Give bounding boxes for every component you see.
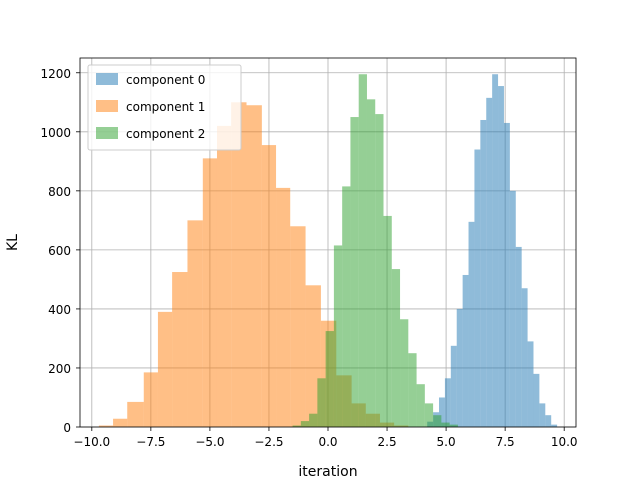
- histogram-bar: [317, 378, 326, 427]
- histogram-bar: [261, 145, 277, 428]
- legend-swatch: [96, 73, 118, 85]
- histogram-bar: [433, 415, 442, 427]
- histogram-bar: [408, 353, 417, 427]
- histogram-bar: [358, 74, 367, 428]
- histogram-bar: [424, 403, 434, 427]
- y-tick-label: 400: [48, 303, 71, 317]
- y-tick-label: 600: [48, 244, 71, 258]
- y-axis-ticks: 0 200 400 600 800 1000 1200: [40, 67, 80, 435]
- x-tick-label: −7.5: [136, 435, 165, 449]
- histogram-bar: [474, 149, 481, 427]
- histogram-bar: [509, 190, 516, 427]
- histogram-bar: [456, 308, 463, 427]
- x-axis-label: iteration: [298, 464, 357, 480]
- histogram-bar: [113, 418, 128, 427]
- x-tick-label: 5.0: [437, 435, 456, 449]
- legend-swatch: [96, 127, 118, 139]
- histogram-bar: [300, 421, 310, 427]
- histogram-bar: [172, 272, 188, 427]
- legend: component 0 component 1 component 2: [87, 64, 242, 151]
- histogram-bar: [551, 424, 558, 427]
- histogram-bar: [375, 114, 384, 427]
- legend-swatch: [96, 100, 118, 112]
- histogram-bar: [290, 226, 306, 427]
- x-tick-label: −5.0: [195, 435, 224, 449]
- histogram-bar: [400, 319, 409, 427]
- histogram-bar: [350, 117, 359, 427]
- x-tick-label: −10.0: [73, 435, 110, 449]
- histogram-bar: [533, 373, 540, 427]
- histogram-bar: [187, 220, 203, 427]
- histogram-bar: [305, 285, 321, 427]
- x-tick-label: 0.0: [318, 435, 337, 449]
- histogram-bar: [333, 245, 343, 427]
- histogram-bar: [342, 186, 351, 427]
- histogram-bar: [521, 288, 528, 427]
- histogram-bar: [439, 397, 445, 427]
- y-tick-label: 0: [63, 421, 71, 435]
- histogram-bar: [276, 187, 291, 427]
- histogram-bar: [216, 125, 232, 428]
- histogram-bar: [545, 415, 552, 427]
- histogram-bar: [441, 422, 450, 427]
- legend-label: component 2: [126, 127, 205, 141]
- histogram-bar: [127, 401, 144, 427]
- histogram-bar: [515, 246, 522, 427]
- histogram-bar: [202, 158, 217, 428]
- histogram-bar: [468, 221, 475, 427]
- histogram-bar: [539, 403, 546, 427]
- histogram-bar: [246, 105, 262, 428]
- y-axis-label: KL: [5, 234, 21, 251]
- histogram-bar: [503, 122, 510, 427]
- y-tick-label: 200: [48, 362, 71, 376]
- histogram-bar: [143, 372, 158, 427]
- histogram-bar: [527, 341, 534, 427]
- x-tick-label: 2.5: [378, 435, 397, 449]
- histogram-bar: [450, 345, 457, 427]
- histogram-bars: [98, 74, 558, 428]
- y-tick-label: 1200: [40, 67, 71, 81]
- histogram-bar: [98, 425, 114, 427]
- legend-box: [87, 64, 242, 151]
- x-tick-label: −2.5: [254, 435, 283, 449]
- x-tick-label: 7.5: [496, 435, 515, 449]
- histogram-bar: [480, 119, 487, 427]
- histogram-bar: [383, 215, 392, 427]
- histogram-bar: [157, 311, 173, 427]
- histogram-bar: [231, 102, 247, 427]
- histogram-bar: [449, 424, 458, 427]
- y-tick-label: 1000: [40, 126, 71, 140]
- histogram-bar: [486, 97, 493, 428]
- histogram-bar: [498, 86, 504, 427]
- histogram-bar: [309, 413, 318, 427]
- legend-label: component 1: [126, 100, 205, 114]
- legend-label: component 0: [126, 73, 205, 87]
- x-axis-ticks: −10.0 −7.5 −5.0 −2.5 0.0 2.5 5.0 7.5 10.0: [73, 427, 578, 449]
- histogram-bar: [492, 74, 499, 428]
- histogram-bar: [444, 378, 451, 427]
- histogram-bar: [462, 274, 469, 427]
- series-2-bars: [292, 74, 458, 428]
- histogram-bar: [366, 99, 376, 427]
- histogram-bar: [391, 269, 401, 427]
- histogram-bar: [292, 425, 301, 427]
- histogram-bar: [416, 384, 425, 427]
- series-0-bars: [427, 74, 558, 428]
- histogram-bar: [325, 331, 334, 427]
- x-tick-label: 10.0: [551, 435, 578, 449]
- y-tick-label: 800: [48, 185, 71, 199]
